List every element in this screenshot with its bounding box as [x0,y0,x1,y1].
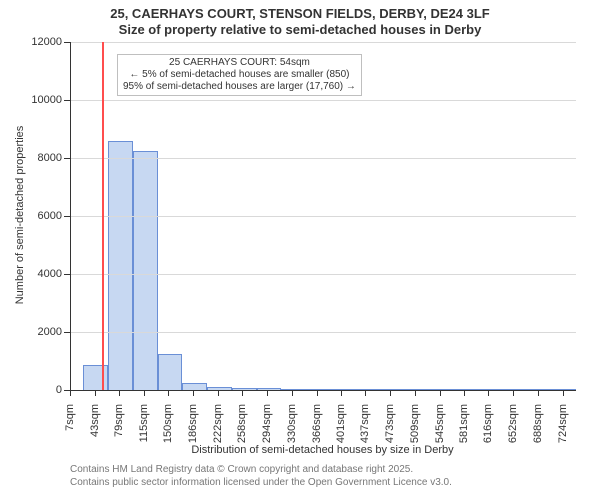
x-tick [464,390,465,396]
info-line-3: 95% of semi-detached houses are larger (… [123,81,356,93]
histogram-bar [404,389,429,390]
x-tick [317,390,318,396]
histogram-bar [108,141,133,390]
y-tick-label: 4000 [22,268,62,280]
gridline [71,100,576,101]
x-axis-title: Distribution of semi-detached houses by … [70,444,575,456]
chart-titles: 25, CAERHAYS COURT, STENSON FIELDS, DERB… [0,0,600,39]
histogram-bar [257,388,282,390]
histogram-bar [478,389,502,390]
x-tick [390,390,391,396]
gridline [71,274,576,275]
x-tick [513,390,514,396]
x-tick [538,390,539,396]
histogram-bar [379,389,404,390]
x-tick [218,390,219,396]
histogram-bar [133,151,158,390]
y-tick-label: 0 [22,384,62,396]
plot-area: 25 CAERHAYS COURT: 54sqm ← 5% of semi-de… [70,42,576,391]
x-tick [70,390,71,396]
x-tick [415,390,416,396]
x-tick [488,390,489,396]
x-tick [95,390,96,396]
y-tick-label: 12000 [22,36,62,48]
x-tick [563,390,564,396]
y-tick [64,42,70,43]
gridline [71,158,576,159]
x-tick [440,390,441,396]
histogram-bar [502,389,527,390]
histogram-bar [429,389,454,390]
footer-line-2: Contains public sector information licen… [70,477,452,490]
gridline [71,42,576,43]
histogram-bar [281,389,306,390]
histogram-bar [232,388,257,390]
info-box: 25 CAERHAYS COURT: 54sqm ← 5% of semi-de… [117,54,362,96]
y-tick-label: 2000 [22,326,62,338]
chart-title-line-2: Size of property relative to semi-detach… [0,22,600,38]
y-tick-label: 10000 [22,94,62,106]
x-tick [292,390,293,396]
x-tick [193,390,194,396]
y-tick [64,274,70,275]
histogram-bar [527,389,552,390]
x-tick [242,390,243,396]
histogram-bar [355,389,380,390]
gridline [71,216,576,217]
chart-title-line-1: 25, CAERHAYS COURT, STENSON FIELDS, DERB… [0,6,600,22]
chart-container: 25, CAERHAYS COURT, STENSON FIELDS, DERB… [0,0,600,500]
histogram-bar [454,389,479,390]
y-tick-label: 8000 [22,152,62,164]
histogram-bar [552,389,576,390]
histogram-bar [306,389,331,390]
y-tick [64,216,70,217]
histogram-bar [331,389,355,390]
histogram-bar [158,354,183,390]
y-tick-label: 6000 [22,210,62,222]
y-tick [64,332,70,333]
histogram-bar [182,383,207,390]
histogram-bar [83,365,108,390]
x-tick [168,390,169,396]
attribution-footer: Contains HM Land Registry data © Crown c… [70,464,452,489]
x-tick [144,390,145,396]
highlight-marker-line [102,42,104,390]
gridline [71,332,576,333]
y-tick [64,100,70,101]
y-axis-title: Number of semi-detached properties [14,41,26,389]
x-tick [267,390,268,396]
y-tick [64,158,70,159]
histogram-bar [207,387,232,390]
info-line-1: 25 CAERHAYS COURT: 54sqm [123,57,356,69]
x-tick [341,390,342,396]
footer-line-1: Contains HM Land Registry data © Crown c… [70,464,452,477]
x-tick [365,390,366,396]
info-line-2: ← 5% of semi-detached houses are smaller… [123,69,356,81]
x-tick [119,390,120,396]
